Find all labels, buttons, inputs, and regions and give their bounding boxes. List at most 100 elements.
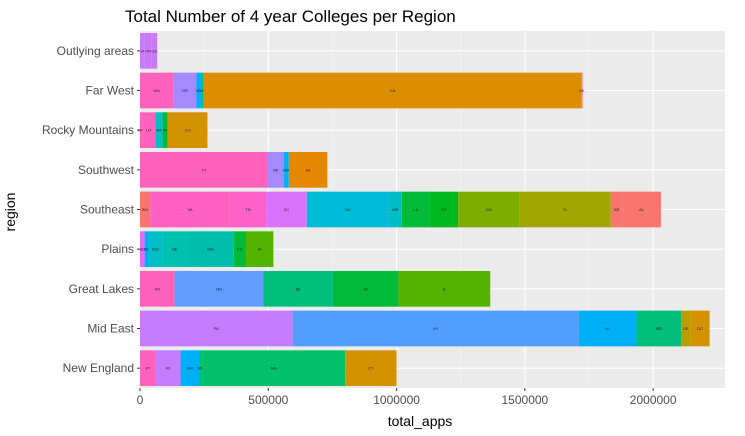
bar-segment <box>140 32 145 69</box>
bar-segment <box>174 270 264 307</box>
y-tick-label: Southeast <box>80 203 135 217</box>
segment-label: NE <box>172 247 178 252</box>
bar-segment <box>636 310 682 347</box>
bar-segment <box>681 310 691 347</box>
segment-label: OH <box>216 286 222 291</box>
segment-label: VA <box>188 207 193 212</box>
segment-label: WI <box>155 286 160 291</box>
bar-segment <box>162 231 187 268</box>
bar-segment <box>173 72 197 109</box>
bar-segment <box>140 72 174 109</box>
chart-title: Total Number of 4 year Colleges per Regi… <box>125 7 456 26</box>
segment-label: VI <box>140 48 144 53</box>
segment-label: MN <box>207 247 213 252</box>
bar-segment <box>229 191 267 228</box>
segment-label: PA <box>214 326 219 331</box>
segment-label: WA <box>154 88 161 93</box>
bar-segment <box>186 231 234 268</box>
segment-label: MA <box>271 366 277 371</box>
bar-segment <box>458 191 520 228</box>
segment-label: OK <box>273 167 279 172</box>
segment-label: WY <box>138 128 145 133</box>
bar-segment <box>245 231 274 268</box>
y-tick-label: Mid East <box>87 322 134 336</box>
bar-segment <box>155 112 163 149</box>
segment-label: UT <box>146 128 152 133</box>
y-tick-label: Southwest <box>78 163 135 177</box>
bar-segment <box>398 270 491 307</box>
bar-segment <box>155 350 181 387</box>
bar-segment <box>622 191 661 228</box>
segment-label: IL <box>443 286 447 291</box>
bar-segment <box>292 310 579 347</box>
bar-segment <box>148 231 163 268</box>
bar-segment <box>151 32 158 69</box>
segment-label: RI <box>166 366 170 371</box>
bar-segment <box>162 112 168 149</box>
bar-segment <box>690 310 710 347</box>
x-axis: 0 500000 1000000 1500000 2000000 <box>137 388 677 407</box>
x-tick-label: 0 <box>137 393 144 407</box>
bar-segment <box>266 191 307 228</box>
bar-segment <box>233 231 246 268</box>
segment-label: MO <box>152 247 158 252</box>
bar-segment <box>202 350 346 387</box>
y-tick-label: Plains <box>101 242 134 256</box>
bar-segment <box>288 151 328 188</box>
bar-segment <box>332 270 399 307</box>
bar-segment <box>167 112 208 149</box>
bar-segment <box>263 270 333 307</box>
segment-label: CT <box>368 366 374 371</box>
segment-label: PR <box>145 48 151 53</box>
segment-label: LA <box>413 207 418 212</box>
y-tick-label: Far West <box>86 84 135 98</box>
bar-segment <box>581 72 583 109</box>
segment-label: NC <box>345 207 351 212</box>
bar-segment <box>306 191 389 228</box>
y-tick-label: Outlying areas <box>57 44 134 58</box>
bar-segment <box>140 151 268 188</box>
bar-segment <box>388 191 402 228</box>
segment-label: AR <box>614 207 620 212</box>
bar-segment <box>140 231 145 268</box>
segment-label: ND <box>144 247 150 252</box>
segment-label: DE <box>683 326 689 331</box>
bar-segment <box>144 231 149 268</box>
segment-label: ME <box>198 366 204 371</box>
segment-label: NM <box>283 167 289 172</box>
bar-segment <box>140 112 143 149</box>
bar-segment <box>140 310 293 347</box>
x-tick-label: 1500000 <box>502 393 549 407</box>
bar-segment <box>203 72 582 109</box>
bar-segment <box>142 112 156 149</box>
segment-label: CO <box>185 128 191 133</box>
bar-segment <box>610 191 623 228</box>
bar-segment <box>519 191 611 228</box>
bar-segment <box>196 72 202 109</box>
segment-label: NJ <box>605 326 610 331</box>
bar-segment <box>283 151 289 188</box>
x-axis-title: total_apps <box>388 413 453 429</box>
bar-segment <box>401 191 430 228</box>
segment-label: TX <box>201 167 206 172</box>
bar-segment <box>140 270 175 307</box>
bar-segment <box>201 72 204 109</box>
segment-label: MD <box>656 326 662 331</box>
segment-label: MI <box>296 286 300 291</box>
segment-label: AK <box>579 88 585 93</box>
segment-label: OR <box>182 88 188 93</box>
segment-label: GA <box>486 207 492 212</box>
segment-label: NV <box>196 88 202 93</box>
bar-segment <box>180 350 200 387</box>
bar-segment <box>267 151 284 188</box>
bar-segment <box>150 191 230 228</box>
segment-label: VT <box>145 366 151 371</box>
y-tick-label: Rocky Mountains <box>42 123 134 137</box>
segment-label: MS <box>392 207 398 212</box>
bar-segment <box>345 350 397 387</box>
segment-label: IN <box>364 286 368 291</box>
x-tick-label: 1000000 <box>373 393 420 407</box>
segment-label: HI <box>200 88 204 93</box>
segment-label: ID <box>163 128 167 133</box>
